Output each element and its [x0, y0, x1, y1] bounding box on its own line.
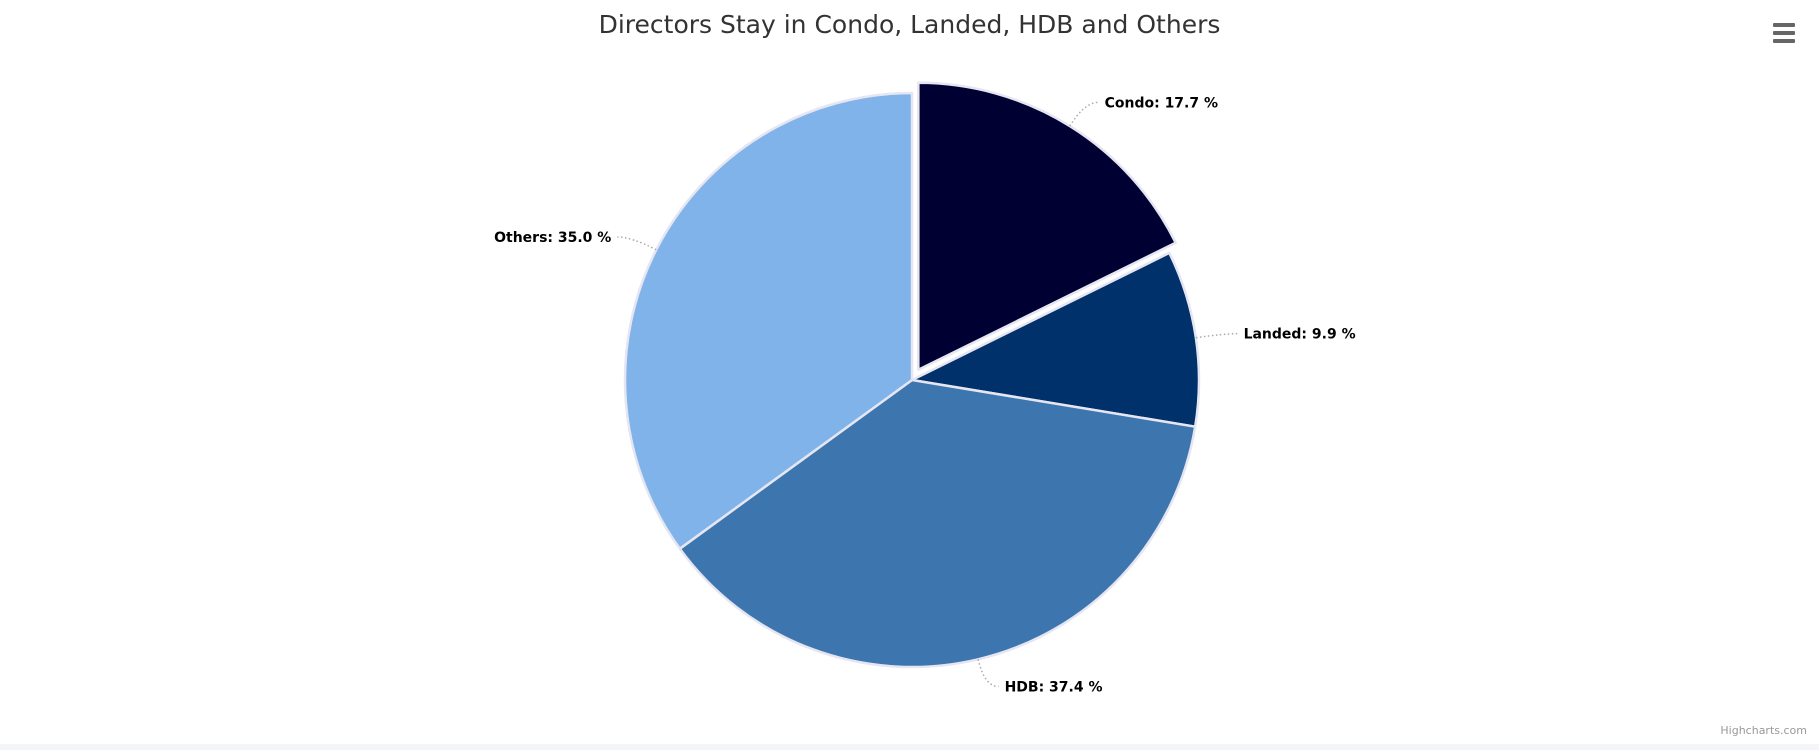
data-label-hdb: HDB: 37.4 %	[1005, 680, 1103, 696]
connector-hdb	[977, 659, 999, 688]
pie-slices	[623, 81, 1201, 669]
pie-slice-condo[interactable]	[917, 81, 1177, 372]
data-label-landed: Landed: 9.9 %	[1244, 327, 1356, 343]
data-labels: Condo: 17.7 % Landed: 9.9 % HDB: 37.4 % Oth…	[494, 95, 1356, 695]
data-label-condo: Condo: 17.7 %	[1105, 95, 1218, 111]
connector-landed	[1195, 332, 1238, 339]
menu-bar	[1773, 23, 1795, 27]
pie-slice-others[interactable]	[623, 91, 914, 550]
data-label-others: Others: 35.0 %	[494, 230, 611, 246]
pie-slice-landed[interactable]	[910, 251, 1201, 428]
menu-bar	[1773, 31, 1795, 35]
hamburger-menu-icon[interactable]	[1768, 18, 1800, 48]
credits-link[interactable]: Highcharts.com	[1720, 724, 1807, 737]
chart-title: Directors Stay in Condo, Landed, HDB and…	[598, 10, 1221, 39]
label-connectors	[617, 101, 1238, 688]
connector-others	[617, 236, 657, 251]
connector-condo	[1069, 101, 1099, 127]
menu-bar	[1773, 39, 1795, 43]
